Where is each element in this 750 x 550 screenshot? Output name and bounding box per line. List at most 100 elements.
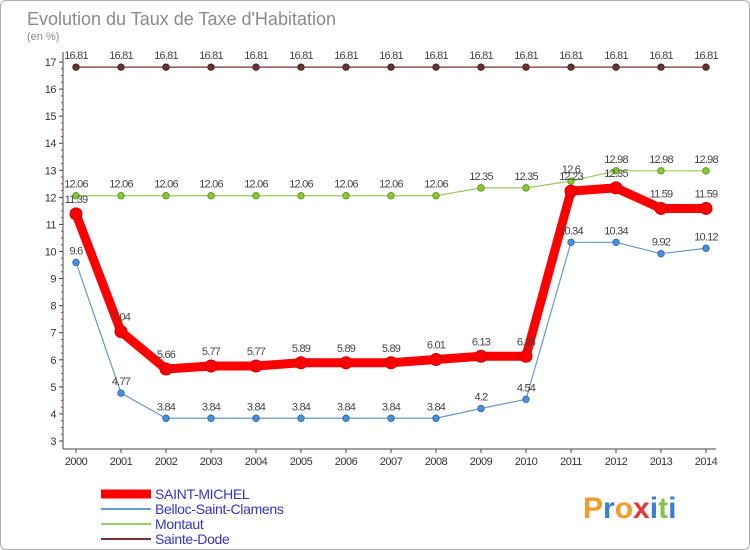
data-label-sainte-dode: 16.81 (649, 50, 673, 62)
logo-letter: i (650, 492, 658, 525)
data-label-montaut: 12.06 (289, 179, 313, 191)
series-line-belloc-saint-clamens (75, 241, 707, 419)
data-point-sainte-dode (162, 63, 170, 71)
data-label-sainte-dode: 16.81 (199, 50, 223, 62)
data-label-sainte-dode: 16.81 (289, 50, 313, 62)
data-label-sainte-dode: 16.81 (109, 50, 133, 62)
data-point-montaut (387, 192, 395, 200)
data-point-saint-michel (294, 356, 308, 370)
data-point-saint-michel (519, 349, 533, 363)
data-label-saint-michel: 5.77 (202, 346, 221, 358)
data-point-sainte-dode (342, 63, 350, 71)
x-tick-label: 2011 (560, 456, 582, 468)
data-point-montaut (477, 184, 485, 192)
legend-label-montaut: Montaut (155, 516, 204, 532)
y-tick-label: 6 (50, 355, 56, 367)
data-label-belloc-saint-clamens: 3.84 (247, 401, 266, 413)
data-point-belloc-saint-clamens (387, 414, 395, 422)
chart-title: Evolution du Taux de Taxe d'Habitation (27, 9, 336, 29)
data-label-belloc-saint-clamens: 9.92 (652, 237, 671, 249)
y-tick-label: 14 (45, 138, 57, 150)
x-tick-label: 2013 (650, 456, 673, 468)
data-point-saint-michel (69, 207, 83, 221)
data-label-montaut: 12.06 (424, 179, 448, 191)
data-point-montaut (612, 167, 620, 175)
legend-label-saint-michel: SAINT-MICHEL (155, 486, 250, 502)
logo-letter: x (633, 492, 650, 525)
data-label-belloc-saint-clamens: 10.34 (604, 225, 628, 237)
data-label-saint-michel: 5.89 (382, 343, 401, 355)
data-point-montaut (207, 192, 215, 200)
data-point-sainte-dode (117, 63, 125, 71)
data-label-belloc-saint-clamens: 3.84 (157, 401, 176, 413)
data-label-belloc-saint-clamens: 9.6 (70, 245, 84, 257)
data-point-montaut (567, 177, 575, 185)
data-point-saint-michel (249, 359, 263, 373)
data-point-saint-michel (159, 362, 173, 376)
data-point-belloc-saint-clamens (612, 238, 620, 246)
data-point-saint-michel (609, 181, 623, 195)
data-point-saint-michel (114, 325, 128, 339)
logo-letter: P (583, 492, 603, 525)
data-point-sainte-dode (297, 63, 305, 71)
data-label-saint-michel: 6.13 (517, 336, 536, 348)
y-tick-label: 15 (45, 111, 57, 123)
data-label-sainte-dode: 16.81 (604, 50, 628, 62)
logo-letter: o (615, 492, 633, 525)
data-label-sainte-dode: 16.81 (334, 50, 358, 62)
y-tick-label: 13 (45, 165, 57, 177)
data-label-saint-michel: 11.39 (65, 194, 88, 206)
data-label-saint-michel: 11.59 (695, 188, 718, 200)
data-label-belloc-saint-clamens: 4.77 (112, 376, 131, 388)
data-label-sainte-dode: 16.81 (379, 50, 403, 62)
data-point-saint-michel (384, 356, 398, 370)
data-label-saint-michel: 12.23 (559, 171, 583, 183)
data-label-montaut: 12.35 (469, 171, 493, 183)
y-tick-label: 11 (46, 219, 57, 231)
data-label-montaut: 12.06 (154, 179, 178, 191)
data-point-saint-michel (564, 184, 578, 198)
data-label-belloc-saint-clamens: 4.2 (475, 392, 489, 404)
data-point-sainte-dode (387, 63, 395, 71)
data-point-belloc-saint-clamens (657, 249, 665, 258)
logo-text: Proxiti (583, 492, 676, 525)
data-point-montaut (432, 192, 440, 200)
data-label-montaut: 12.06 (334, 179, 358, 191)
data-label-sainte-dode: 16.81 (694, 50, 718, 62)
legend-label-belloc-saint-clamens: Belloc-Saint-Clamens (155, 501, 284, 517)
data-label-saint-michel: 6.13 (472, 336, 491, 348)
data-label-belloc-saint-clamens: 4.54 (517, 382, 536, 394)
y-axis-label: (en %) (27, 31, 59, 43)
data-point-belloc-saint-clamens (567, 238, 575, 246)
data-point-belloc-saint-clamens (702, 244, 710, 252)
x-tick-label: 2007 (380, 456, 403, 468)
data-point-saint-michel (204, 359, 218, 373)
y-tick-label: 16 (45, 84, 57, 96)
data-point-belloc-saint-clamens (207, 414, 215, 422)
data-point-montaut (522, 184, 530, 192)
data-point-montaut (162, 192, 170, 200)
data-label-montaut: 12.98 (604, 154, 628, 166)
data-point-sainte-dode (72, 63, 80, 71)
x-tick-label: 2010 (515, 456, 538, 468)
data-label-montaut: 12.06 (199, 179, 223, 191)
data-point-belloc-saint-clamens (162, 414, 170, 422)
data-label-sainte-dode: 16.81 (424, 50, 448, 62)
logo-letter: t (658, 492, 668, 525)
x-tick-label: 2006 (335, 456, 358, 468)
data-label-montaut: 12.06 (244, 179, 268, 191)
y-tick-label: 5 (50, 382, 56, 394)
series-layer (69, 63, 713, 422)
data-label-montaut: 12.06 (64, 179, 88, 191)
data-point-saint-michel (654, 201, 668, 215)
data-point-montaut (297, 192, 305, 200)
data-label-montaut: 12.06 (109, 179, 133, 191)
data-label-sainte-dode: 16.81 (559, 50, 583, 62)
y-tick-label: 8 (50, 301, 56, 313)
data-point-sainte-dode (567, 63, 575, 71)
data-label-montaut: 12.6 (562, 164, 581, 176)
data-point-belloc-saint-clamens (117, 389, 125, 397)
data-point-sainte-dode (702, 63, 710, 71)
y-tick-label: 4 (50, 409, 56, 421)
